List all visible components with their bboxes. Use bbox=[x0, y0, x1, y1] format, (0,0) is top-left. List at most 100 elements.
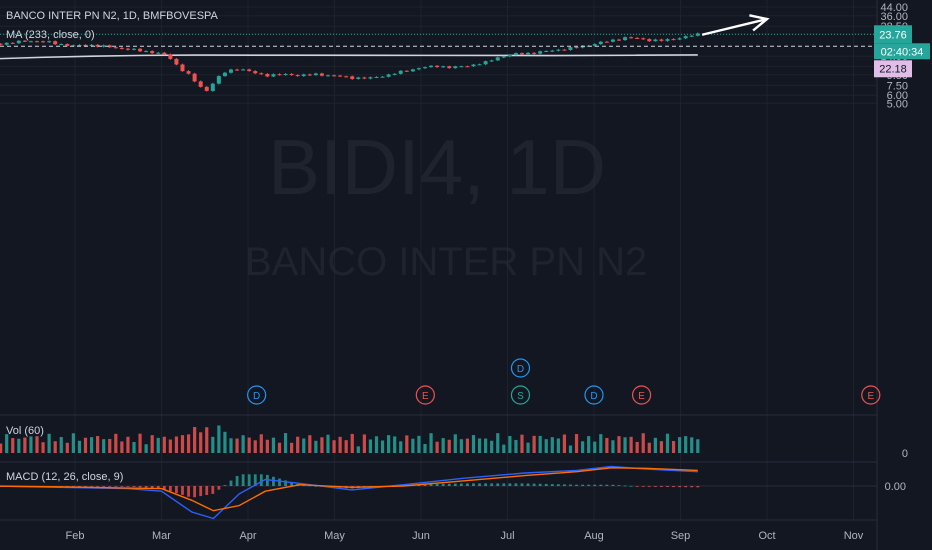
volume-bar bbox=[356, 446, 360, 453]
macd-histogram-bar bbox=[466, 483, 469, 486]
chart-title[interactable]: BANCO INTER PN N2, 1D, BMFBOVESPA bbox=[6, 10, 218, 22]
candle-body bbox=[592, 44, 597, 46]
volume-bar bbox=[326, 434, 330, 453]
event-label: D bbox=[517, 364, 524, 375]
candle-body bbox=[307, 74, 312, 76]
macd-histogram-bar bbox=[660, 486, 663, 487]
candle-body bbox=[550, 50, 555, 52]
symbol-watermark: BIDI4, 1D bbox=[268, 123, 607, 211]
volume-bar bbox=[441, 438, 445, 453]
volume-bar bbox=[350, 433, 354, 453]
macd-histogram-bar bbox=[563, 484, 566, 486]
macd-histogram-bar bbox=[156, 486, 160, 489]
macd-histogram-bar bbox=[126, 486, 130, 487]
macd-histogram-bar bbox=[635, 486, 639, 487]
volume-bar bbox=[71, 433, 75, 453]
volume-bar bbox=[526, 442, 530, 453]
candle-body bbox=[253, 71, 258, 74]
macd-legend[interactable]: MACD (12, 26, close, 9) bbox=[6, 471, 124, 483]
macd-line bbox=[0, 465, 698, 520]
macd-histogram-bar bbox=[514, 483, 518, 486]
y-tick-label: 36.00 bbox=[880, 11, 908, 23]
macd-histogram-bar bbox=[193, 486, 197, 498]
volume-bar bbox=[635, 441, 639, 453]
volume-bar bbox=[423, 443, 427, 453]
volume-bar bbox=[59, 437, 63, 453]
candle-body bbox=[131, 48, 136, 50]
macd-histogram-bar bbox=[265, 474, 269, 486]
last-price-text: 23.76 bbox=[879, 29, 907, 41]
candle-body bbox=[598, 41, 603, 45]
volume-bar bbox=[399, 441, 403, 453]
volume-bar bbox=[205, 427, 209, 453]
macd-histogram-bar bbox=[247, 474, 251, 486]
macd-histogram-bar bbox=[617, 485, 621, 486]
event-marker: D bbox=[584, 385, 604, 405]
candle-body bbox=[683, 36, 688, 39]
y-tick-label: 6.00 bbox=[887, 90, 908, 102]
volume-legend[interactable]: Vol (60) bbox=[6, 425, 44, 437]
time-axis: Feb Mar Apr May Jun Jul Aug Sep Oct Nov bbox=[66, 530, 864, 542]
candle-body bbox=[410, 69, 415, 72]
arrow-shaft bbox=[701, 17, 768, 36]
ma-legend[interactable]: MA (233, close, 0) bbox=[6, 29, 95, 41]
volume-bar bbox=[41, 442, 45, 453]
volume-bar bbox=[538, 435, 542, 453]
candle-body bbox=[623, 37, 628, 41]
macd-histogram-bar bbox=[96, 486, 100, 487]
candle-body bbox=[125, 48, 130, 50]
candle-body bbox=[647, 39, 652, 42]
volume-bar bbox=[411, 438, 415, 453]
volume-bar bbox=[587, 436, 591, 453]
candle-body bbox=[544, 50, 549, 52]
volume-bar bbox=[283, 433, 288, 453]
macd-histogram-bar bbox=[484, 483, 488, 486]
y-tick-label: 44.00 bbox=[880, 2, 908, 14]
event-marker: E bbox=[631, 385, 652, 405]
candle-body bbox=[568, 47, 573, 50]
candle-body bbox=[180, 64, 185, 72]
event-label: E bbox=[867, 391, 874, 402]
macd-histogram-bar bbox=[175, 486, 178, 494]
candle-body bbox=[368, 77, 373, 79]
macd-histogram-bar bbox=[459, 483, 463, 486]
macd-histogram-bar bbox=[684, 486, 688, 488]
candle-body bbox=[629, 37, 634, 39]
volume-bar bbox=[53, 441, 57, 453]
macd-histogram-bar bbox=[253, 474, 257, 486]
candle-body bbox=[107, 45, 112, 48]
volume-bar bbox=[193, 427, 197, 453]
candle-body bbox=[325, 75, 330, 77]
countdown-tag bbox=[874, 43, 930, 60]
candle-body bbox=[174, 58, 179, 65]
candle-body bbox=[150, 51, 155, 54]
volume-bar bbox=[150, 435, 154, 453]
macd-histogram-bar bbox=[435, 483, 439, 486]
volume-bar bbox=[217, 425, 221, 453]
candle-body bbox=[156, 52, 161, 54]
volume-bar bbox=[659, 441, 664, 453]
volume-bar bbox=[0, 443, 3, 453]
volume-bar bbox=[647, 442, 651, 453]
event-marker: E bbox=[861, 385, 881, 405]
x-tick-label: Sep bbox=[671, 530, 691, 542]
candle-body bbox=[526, 52, 531, 55]
macd-histogram-bar bbox=[199, 486, 203, 497]
macd-histogram-bar bbox=[478, 483, 481, 486]
candle-body bbox=[313, 73, 318, 76]
macd-histogram-bar bbox=[441, 483, 445, 486]
volume-bar bbox=[374, 436, 379, 453]
event-circle bbox=[631, 385, 652, 405]
candle-body bbox=[22, 40, 27, 42]
volume-bar bbox=[259, 434, 263, 453]
macd-histogram-bar bbox=[235, 476, 239, 486]
event-circle bbox=[247, 385, 267, 405]
volume-bar bbox=[35, 436, 39, 453]
event-marker: E bbox=[415, 385, 435, 405]
macd-histogram-bar bbox=[678, 486, 682, 488]
volume-bar bbox=[114, 433, 118, 453]
macd-histogram-bar bbox=[544, 483, 548, 486]
candle-body bbox=[16, 40, 21, 44]
macd-histogram-bar bbox=[587, 484, 591, 486]
